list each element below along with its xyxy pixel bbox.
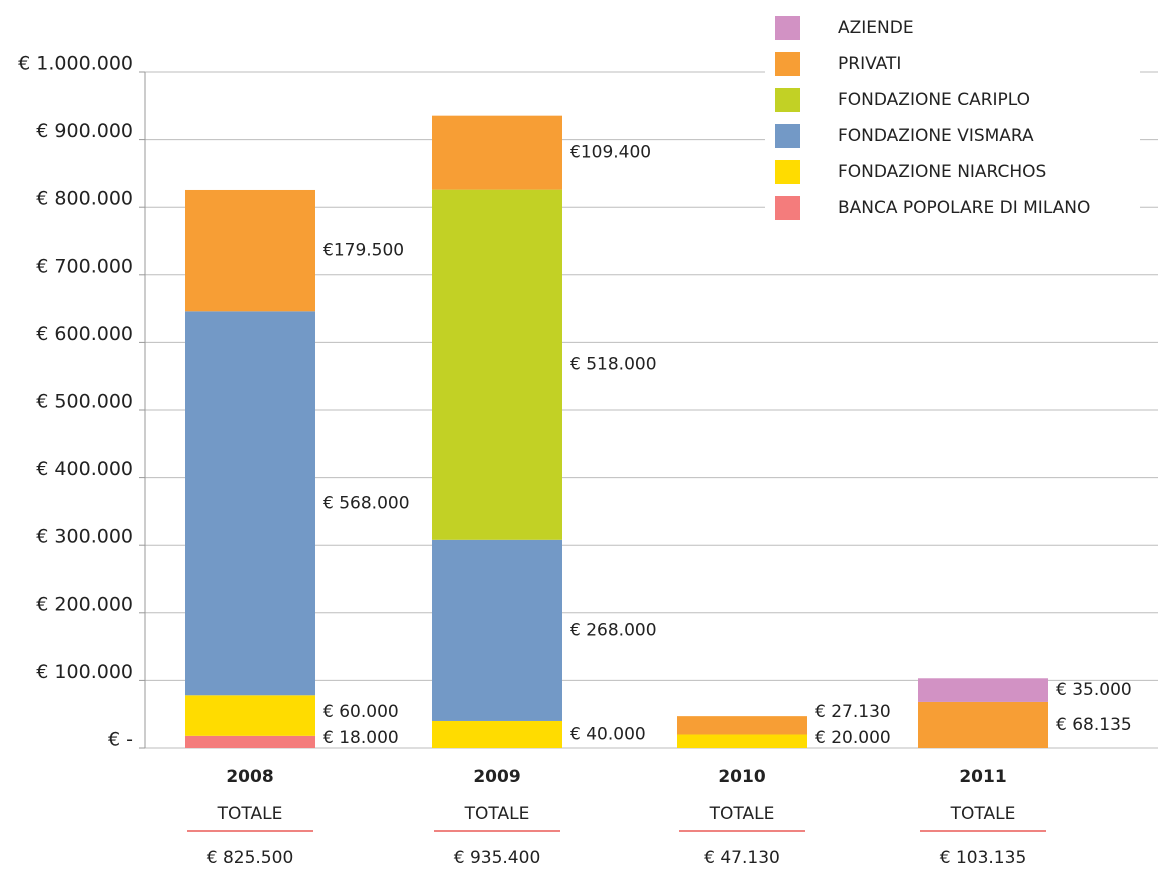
value-label: € 568.000 [323, 493, 410, 513]
bar-segment [432, 539, 562, 721]
legend-label: FONDAZIONE VISMARA [838, 126, 1034, 146]
value-label: € 40.000 [570, 724, 646, 744]
value-label: € 68.135 [1056, 715, 1132, 735]
bar-segment [185, 735, 315, 748]
bar-segment [918, 701, 1048, 748]
bar-segment [918, 678, 1048, 702]
bar-segment [432, 115, 562, 190]
value-label: €109.400 [570, 143, 651, 163]
y-tick-label: € 700.000 [36, 255, 133, 277]
legend-swatch [775, 16, 800, 40]
y-tick-label: € 400.000 [36, 458, 133, 480]
value-label: € 20.000 [815, 728, 891, 748]
y-tick-label: € 1.000.000 [18, 53, 133, 75]
y-tick-label: € 800.000 [36, 188, 133, 210]
total-caption: TOTALE [464, 804, 530, 824]
bar-segment [185, 695, 315, 736]
total-caption: TOTALE [709, 804, 775, 824]
total-label: € 825.500 [207, 848, 294, 868]
legend-background [765, 12, 1140, 228]
y-tick-label: € 100.000 [36, 661, 133, 683]
total-caption: TOTALE [950, 804, 1016, 824]
legend-swatch [775, 52, 800, 76]
value-label: € 27.130 [815, 702, 891, 722]
x-tick-label: 2008 [226, 767, 273, 787]
bar-segment [677, 716, 807, 735]
bar-segment [432, 189, 562, 540]
y-tick-label: € 200.000 [36, 593, 133, 615]
legend-label: FONDAZIONE NIARCHOS [838, 162, 1046, 182]
total-caption: TOTALE [217, 804, 283, 824]
legend-swatch [775, 160, 800, 184]
legend-label: BANCA POPOLARE DI MILANO [838, 198, 1090, 218]
value-label: € 518.000 [570, 355, 657, 375]
bar-segment [432, 720, 562, 748]
y-tick-label: € 300.000 [36, 526, 133, 548]
legend-swatch [775, 196, 800, 220]
y-tick-label: € 900.000 [36, 120, 133, 142]
total-label: € 935.400 [454, 848, 541, 868]
legend-label: PRIVATI [838, 54, 901, 74]
legend-swatch [775, 88, 800, 112]
value-label: € 60.000 [323, 702, 399, 722]
legend-label: FONDAZIONE CARIPLO [838, 90, 1030, 110]
legend-label: AZIENDE [838, 18, 914, 38]
value-label: €179.500 [323, 241, 404, 261]
legend-swatch [775, 124, 800, 148]
x-tick-label: 2010 [718, 767, 765, 787]
total-label: € 103.135 [940, 848, 1027, 868]
value-label: € 18.000 [323, 728, 399, 748]
total-label: € 47.130 [704, 848, 780, 868]
x-tick-label: 2011 [959, 767, 1006, 787]
y-tick-label: € - [108, 729, 133, 751]
value-label: € 35.000 [1056, 680, 1132, 700]
bar-segment [185, 311, 315, 696]
bar-segment [677, 734, 807, 748]
x-tick-label: 2009 [473, 767, 520, 787]
y-tick-label: € 600.000 [36, 323, 133, 345]
y-tick-label: € 500.000 [36, 391, 133, 413]
bar-segment [185, 189, 315, 312]
value-label: € 268.000 [570, 620, 657, 640]
